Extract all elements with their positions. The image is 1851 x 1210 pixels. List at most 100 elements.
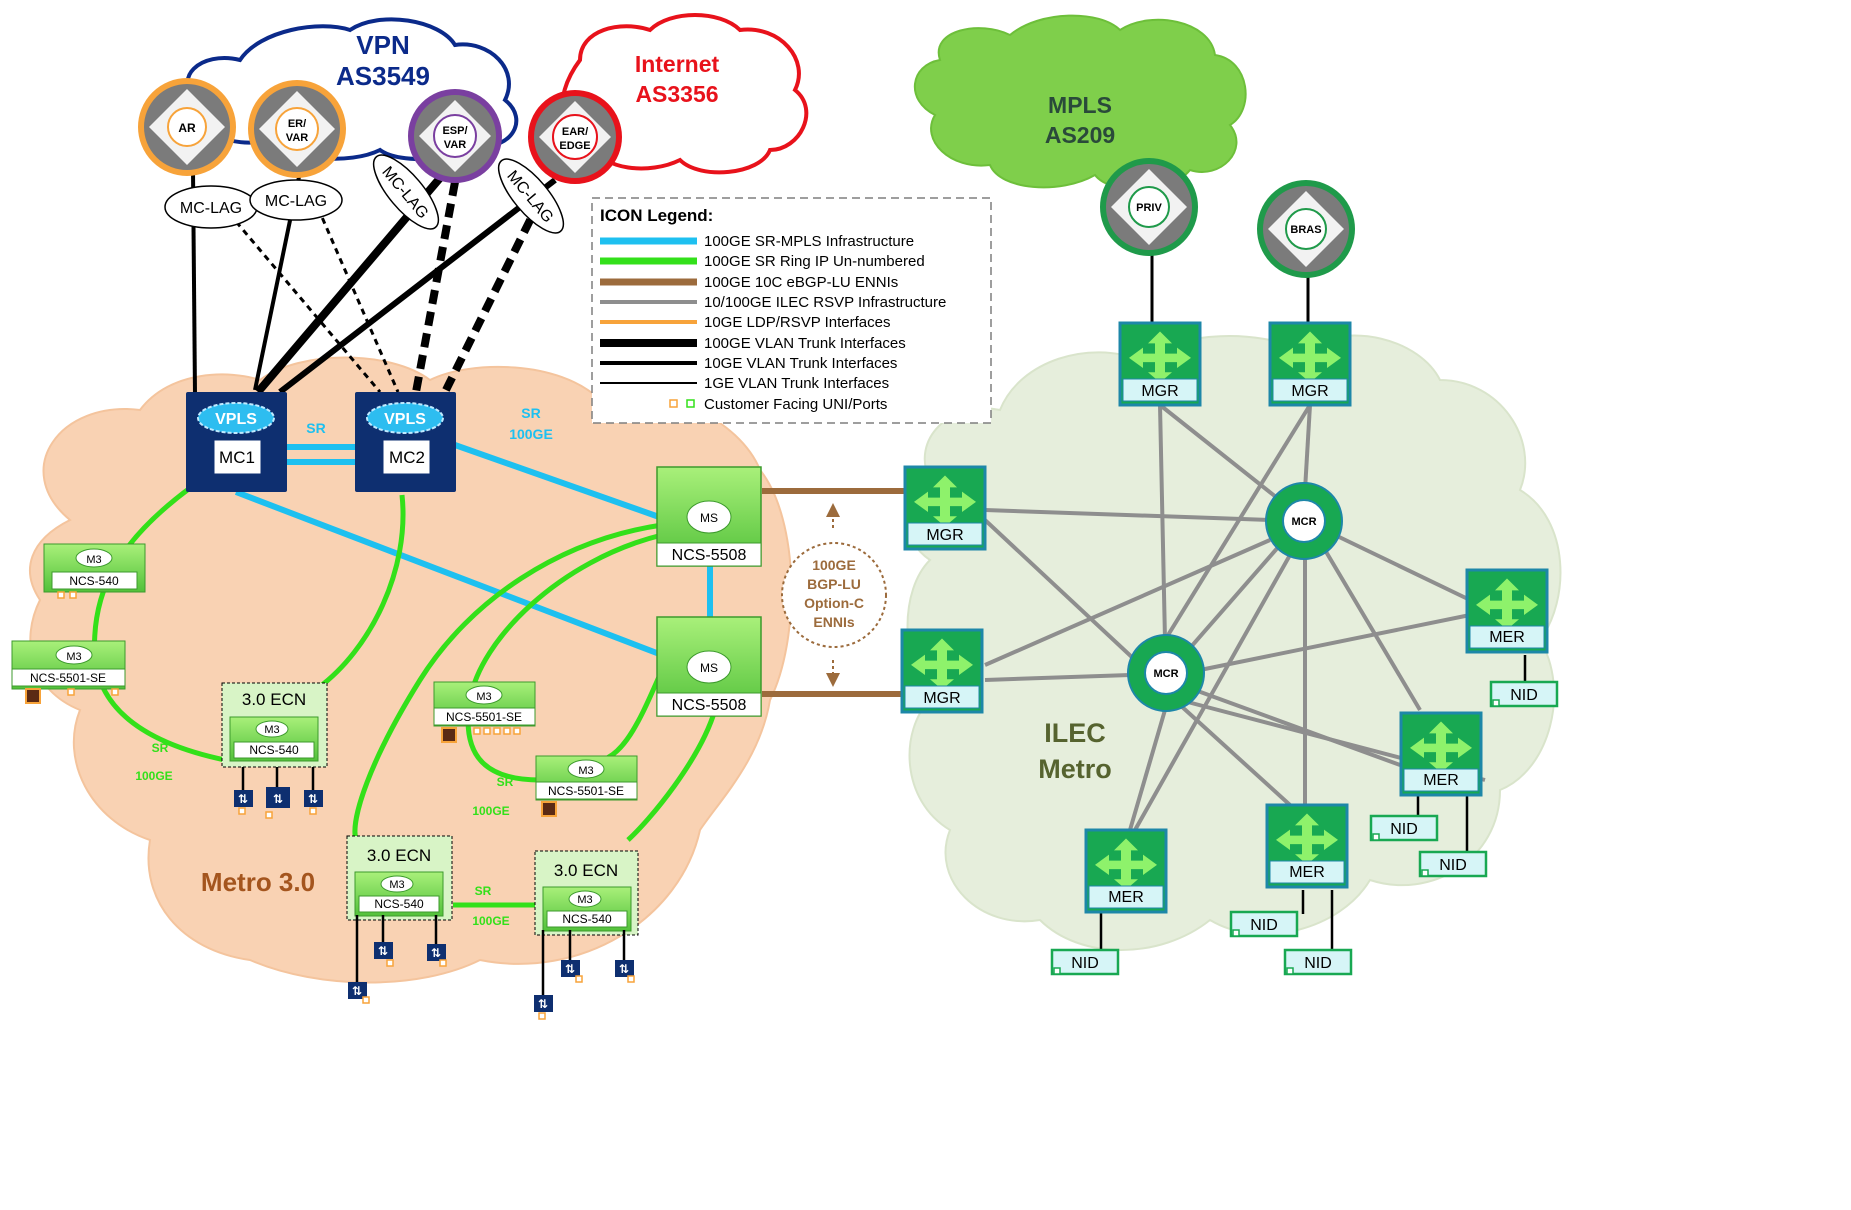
svg-text:⇅: ⇅ xyxy=(273,792,283,806)
m3-5501-mid2-label: M3 xyxy=(578,765,593,777)
mcr-1-label: MCR xyxy=(1291,516,1316,528)
nid-6-label: NID xyxy=(1071,955,1099,972)
ecn-1-ncs540: NCS-540 xyxy=(249,743,299,757)
enni-links xyxy=(762,488,905,697)
m3-5501-left-label: M3 xyxy=(66,651,81,663)
mgr-enni-2-label: MGR xyxy=(923,690,960,707)
nid-1: NID xyxy=(1489,680,1559,708)
nid-4-label: NID xyxy=(1250,917,1278,934)
router-priv-label: PRIV xyxy=(1136,202,1162,214)
mgr-top-2: MGR xyxy=(1268,321,1352,407)
sr-100ge-label-1: SR xyxy=(521,405,540,421)
ring-sr-label-2: SR xyxy=(497,775,514,789)
cpe-devices xyxy=(234,787,634,1012)
cpe-icon xyxy=(534,995,553,1012)
ecn-2-m3: M3 xyxy=(389,879,404,891)
router-ear-edge-label-1: EAR/ xyxy=(562,126,588,138)
nid-2-label: NID xyxy=(1390,821,1418,838)
legend-item-label: 100GE 10C eBGP-LU ENNIs xyxy=(704,274,898,291)
ncs5501se-mid1-label: NCS-5501-SE xyxy=(446,710,522,724)
m3-ncs5501se-mid1: M3 NCS-5501-SE xyxy=(433,681,536,743)
router-er-var-label-1: ER/ xyxy=(288,118,306,130)
mc-lag-2: MC-LAG xyxy=(249,179,343,221)
ecn-2-ncs540: NCS-540 xyxy=(374,897,424,911)
m3-ncs5501se-mid2: M3 NCS-5501-SE xyxy=(535,755,638,817)
ring-100ge-label-2: 100GE xyxy=(472,804,509,818)
cpe-arrows: ⇅ ⇅ ⇅ ⇅ ⇅ ⇅ ⇅ ⇅ ⇅ xyxy=(238,792,629,1011)
nid-2: NID xyxy=(1369,814,1439,842)
router-er-var: ER/ VAR xyxy=(248,80,346,178)
ncs5508-top: MS NCS-5508 xyxy=(656,466,762,567)
mc-lag-1-label: MC-LAG xyxy=(180,200,242,217)
mgr-top-2-label: MGR xyxy=(1291,383,1328,400)
m3-left-label: M3 xyxy=(86,554,101,566)
ecn-1-m3: M3 xyxy=(264,724,279,736)
ecn-2: 3.0 ECN M3 NCS-540 xyxy=(346,835,453,921)
cpe-icon xyxy=(561,960,580,977)
router-ear-edge-label-2: EDGE xyxy=(559,140,590,152)
uni-ports xyxy=(238,807,635,1020)
svg-text:⇅: ⇅ xyxy=(619,962,629,976)
ring-sr-label-3: SR xyxy=(475,884,492,898)
mer-4-label: MER xyxy=(1108,889,1144,906)
ecn-3-ncs540: NCS-540 xyxy=(562,912,612,926)
router-bras-label: BRAS xyxy=(1290,224,1321,236)
ilec-rsvp-links xyxy=(983,403,1486,831)
ring-100ge-label-3: 100GE xyxy=(472,914,509,928)
nid-4: NID xyxy=(1229,910,1299,938)
enni-label-1: 100GE xyxy=(812,557,856,573)
metro-label: Metro 3.0 xyxy=(201,867,315,897)
mcr-1: MCR xyxy=(1265,482,1343,560)
ecn-3-title: 3.0 ECN xyxy=(554,861,618,880)
enni-label-4: ENNIs xyxy=(813,614,854,630)
mc2-vpls-label: VPLS xyxy=(384,411,426,428)
router-esp-var: ESP/ VAR xyxy=(408,89,502,183)
legend-title: ICON Legend: xyxy=(600,206,713,225)
mer-1-label: MER xyxy=(1489,629,1525,646)
mer-2-label: MER xyxy=(1423,772,1459,789)
mc1-label: MC1 xyxy=(219,448,255,467)
svg-text:⇅: ⇅ xyxy=(238,792,248,806)
mer-4: MER xyxy=(1084,828,1168,914)
enni-label-3: Option-C xyxy=(804,595,864,611)
ecn-2-title: 3.0 ECN xyxy=(367,846,431,865)
cpe-icon xyxy=(234,790,253,807)
router-ar-label: AR xyxy=(178,121,196,135)
mc1-switch: VPLS MC1 xyxy=(186,392,287,492)
legend-swatch-uni-orange xyxy=(669,399,678,408)
legend-swatch-uni-green xyxy=(686,399,695,408)
legend-item-label: 100GE SR-MPLS Infrastructure xyxy=(704,233,914,250)
router-esp-var-label-2: VAR xyxy=(444,139,466,151)
cpe-icon xyxy=(348,982,367,999)
mc2-switch: VPLS MC2 xyxy=(355,392,456,492)
mpls-cloud xyxy=(914,14,1247,191)
mgr-uplinks xyxy=(1150,253,1310,323)
sr-label-mc: SR xyxy=(306,420,325,436)
ilec-label-2: Metro xyxy=(1038,754,1112,784)
ncs5508-top-ms-label: MS xyxy=(700,511,718,525)
mgr-enni-1-label: MGR xyxy=(926,527,963,544)
cpe-icon xyxy=(374,942,393,959)
nid-1-label: NID xyxy=(1510,687,1538,704)
legend-item-label: 100GE SR Ring IP Un-numbered xyxy=(704,253,925,270)
nid-6: NID xyxy=(1050,948,1120,976)
ncs5501se-mid2-label: NCS-5501-SE xyxy=(548,784,624,798)
mer-3: MER xyxy=(1265,803,1349,889)
cpe-icon xyxy=(304,790,323,807)
router-bras: BRAS xyxy=(1257,180,1355,278)
mgr-top-1-label: MGR xyxy=(1141,383,1178,400)
mc-lag-1: MC-LAG xyxy=(164,185,258,229)
mer-2: MER xyxy=(1399,711,1483,797)
sr-mpls-links xyxy=(234,442,713,658)
cpe-icon xyxy=(427,944,446,961)
ilec-label-1: ILEC xyxy=(1044,718,1106,748)
mer-3-label: MER xyxy=(1289,864,1325,881)
cpe-icon xyxy=(615,960,634,977)
mgr-enni-1: MGR xyxy=(903,465,987,551)
ring-100ge-label-1: 100GE xyxy=(135,769,172,783)
mc1-vpls-label: VPLS xyxy=(215,411,257,428)
svg-text:⇅: ⇅ xyxy=(352,984,362,998)
ecn-1-title: 3.0 ECN xyxy=(242,690,306,709)
vpn-title: VPN xyxy=(356,30,409,60)
mgr-top-1: MGR xyxy=(1118,321,1202,407)
